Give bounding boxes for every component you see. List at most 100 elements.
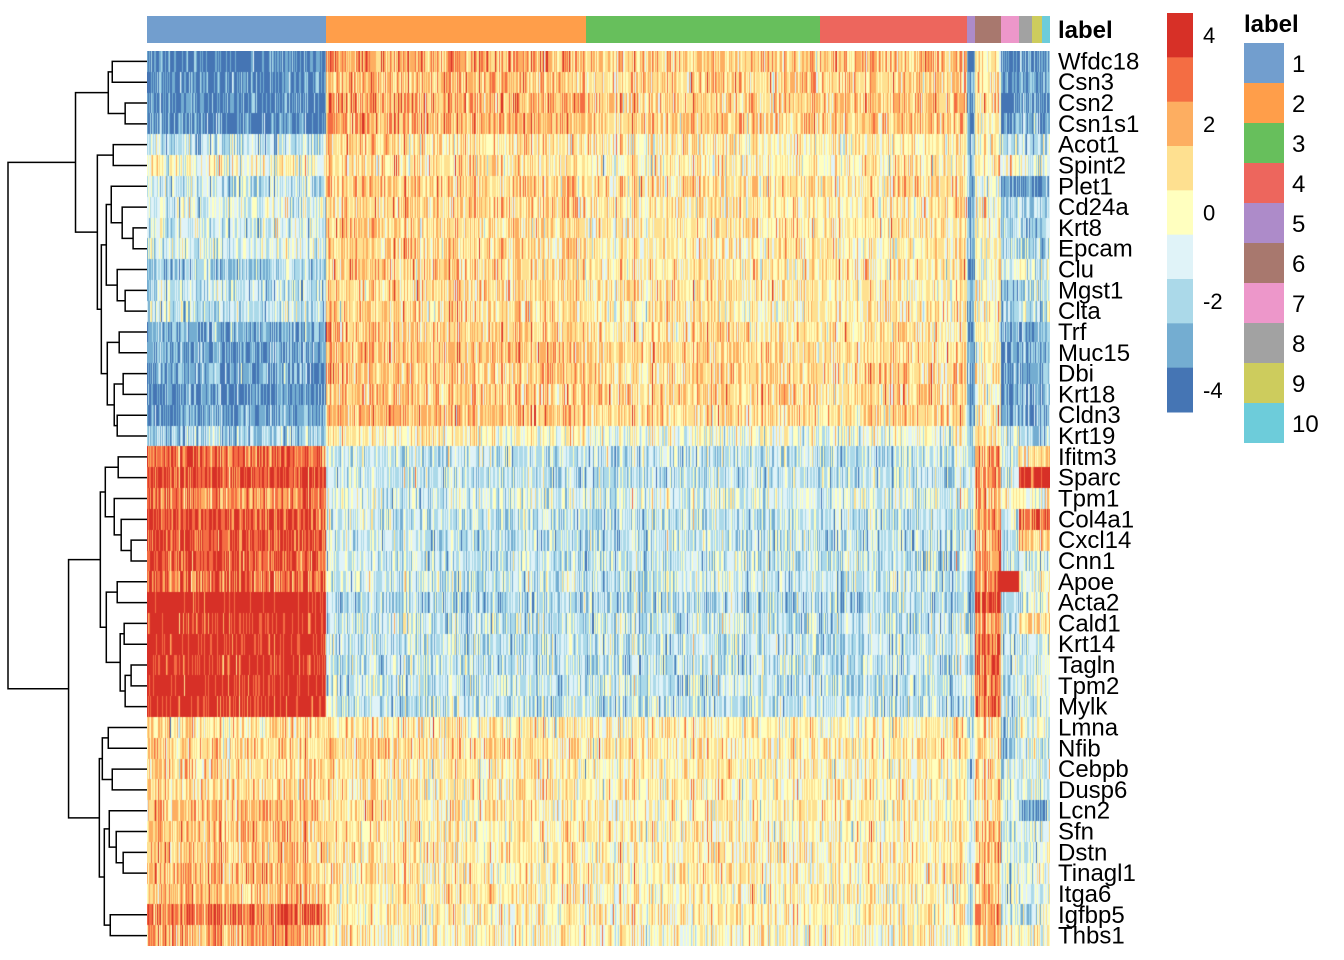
label-legend-swatch-10 <box>1244 403 1284 443</box>
dendrogram-branch <box>98 757 105 878</box>
annotation-cell-label-3 <box>586 16 820 43</box>
label-legend-text-3: 3 <box>1292 131 1305 158</box>
gene-label-cd24a: Cd24a <box>1058 194 1129 221</box>
heatmap-body <box>147 51 1050 946</box>
label-legend-swatch-3 <box>1244 123 1284 163</box>
dendrogram-branch <box>117 456 147 479</box>
color-scale-swatch <box>1167 13 1193 58</box>
gene-label-epcam: Epcam <box>1058 236 1133 263</box>
gene-label-sfn: Sfn <box>1058 819 1094 846</box>
label-legend-text-9: 9 <box>1292 371 1305 398</box>
color-scale-swatch <box>1167 101 1193 147</box>
dendrogram-branch <box>107 726 147 750</box>
dendrogram-branch <box>120 518 147 552</box>
dendrogram-branch <box>123 622 147 645</box>
dendrogram-branch <box>99 491 107 629</box>
gene-label-acot1: Acot1 <box>1058 132 1119 159</box>
gene-label-dstn: Dstn <box>1058 839 1107 866</box>
color-scale-swatch <box>1167 367 1193 413</box>
dendrogram-branch <box>110 185 147 224</box>
gene-label-csn1s1: Csn1s1 <box>1058 111 1139 138</box>
color-scale-tick: 2 <box>1203 112 1215 137</box>
dendrogram-branch <box>132 227 147 250</box>
annotation-cell-label-7 <box>1001 16 1019 43</box>
label-legend-text-7: 7 <box>1292 291 1305 318</box>
label-legend-swatch-5 <box>1244 203 1284 243</box>
dendrogram-branch <box>130 539 147 562</box>
dendrogram-branch <box>115 830 147 864</box>
gene-label-mylk: Mylk <box>1058 694 1108 721</box>
dendrogram-branch <box>113 383 124 427</box>
dendrogram-branch <box>109 914 147 937</box>
color-scale-tick: 0 <box>1203 201 1215 226</box>
gene-label-ifitm3: Ifitm3 <box>1058 444 1117 471</box>
dendrogram-branch <box>124 674 147 708</box>
gene-label-krt18: Krt18 <box>1058 381 1115 408</box>
label-legend-text-1: 1 <box>1292 51 1305 78</box>
dendrogram-branch <box>116 268 147 302</box>
gene-label-lmna: Lmna <box>1058 714 1119 741</box>
gene-label-plet1: Plet1 <box>1058 173 1113 200</box>
color-scale-swatch <box>1167 279 1193 324</box>
dendrogram-branch <box>124 102 147 125</box>
dendrogram-branch <box>7 161 76 690</box>
label-legend-title: label <box>1244 11 1299 38</box>
dendrogram-branch <box>108 809 147 848</box>
dendrogram-branch <box>124 289 147 312</box>
gene-label-tinagl1: Tinagl1 <box>1058 860 1136 887</box>
color-scale-swatch <box>1167 323 1193 369</box>
dendrogram-branch <box>122 372 147 396</box>
gene-label-clta: Clta <box>1058 298 1101 325</box>
color-scale-tick: 4 <box>1203 23 1215 48</box>
gene-label-acta2: Acta2 <box>1058 590 1119 617</box>
annotation-cell-label-9 <box>1032 16 1042 43</box>
gene-label-mgst1: Mgst1 <box>1058 277 1123 304</box>
gene-label-krt8: Krt8 <box>1058 215 1102 242</box>
label-legend-text-4: 4 <box>1292 171 1305 198</box>
gene-label-cald1: Cald1 <box>1058 610 1121 637</box>
label-legend: 1 2 3 4 5 6 7 8 9 10 <box>1244 43 1319 443</box>
gene-label-lcn2: Lcn2 <box>1058 798 1110 825</box>
gene-label-clu: Clu <box>1058 257 1094 284</box>
gene-label-spint2: Spint2 <box>1058 152 1126 179</box>
gene-labels: Wfdc18Csn3Csn2Csn1s1Acot1Spint2Plet1Cd24… <box>1058 48 1139 949</box>
gene-label-sparc: Sparc <box>1058 465 1121 492</box>
annotation-bar-title: label <box>1058 17 1113 44</box>
color-scale-swatch <box>1167 146 1193 191</box>
dendrogram-branch <box>105 203 118 286</box>
dendrogram-branch <box>112 143 147 167</box>
annotation-cell-label-10 <box>1042 16 1050 43</box>
gene-label-wfdc18: Wfdc18 <box>1058 48 1139 75</box>
annotation-cell-label-6 <box>975 16 1001 43</box>
gene-label-itga6: Itga6 <box>1058 881 1111 908</box>
gene-label-igfbp5: Igfbp5 <box>1058 902 1125 929</box>
dendrogram-branch <box>116 581 147 604</box>
gene-label-nfib: Nfib <box>1058 735 1101 762</box>
gene-label-col4a1: Col4a1 <box>1058 506 1134 533</box>
row-dendrogram <box>7 60 147 937</box>
dendrogram-branch <box>116 414 147 437</box>
gene-label-dusp6: Dusp6 <box>1058 777 1127 804</box>
dendrogram-branch <box>111 60 147 83</box>
dendrogram-branch <box>105 591 121 664</box>
gene-label-tpm1: Tpm1 <box>1058 486 1119 513</box>
dendrogram-branch <box>96 154 114 310</box>
gene-label-dbi: Dbi <box>1058 361 1094 388</box>
gene-label-apoe: Apoe <box>1058 569 1114 596</box>
color-scale-swatch <box>1167 57 1193 103</box>
gene-label-muc15: Muc15 <box>1058 340 1130 367</box>
gene-label-cebpb: Cebpb <box>1058 756 1129 783</box>
dendrogram-branch <box>107 71 126 115</box>
gene-label-krt14: Krt14 <box>1058 631 1115 658</box>
gene-label-csn3: Csn3 <box>1058 69 1114 96</box>
label-legend-text-6: 6 <box>1292 251 1305 278</box>
dendrogram-branch <box>67 558 101 819</box>
dendrogram-branch <box>130 664 147 687</box>
dendrogram-branch <box>122 851 147 874</box>
label-legend-swatch-9 <box>1244 363 1284 403</box>
label-legend-swatch-1 <box>1244 43 1284 83</box>
label-legend-swatch-4 <box>1244 163 1284 203</box>
color-scale-swatch <box>1167 234 1193 280</box>
gene-label-trf: Trf <box>1058 319 1087 346</box>
annotation-cell-label-8 <box>1019 16 1032 43</box>
